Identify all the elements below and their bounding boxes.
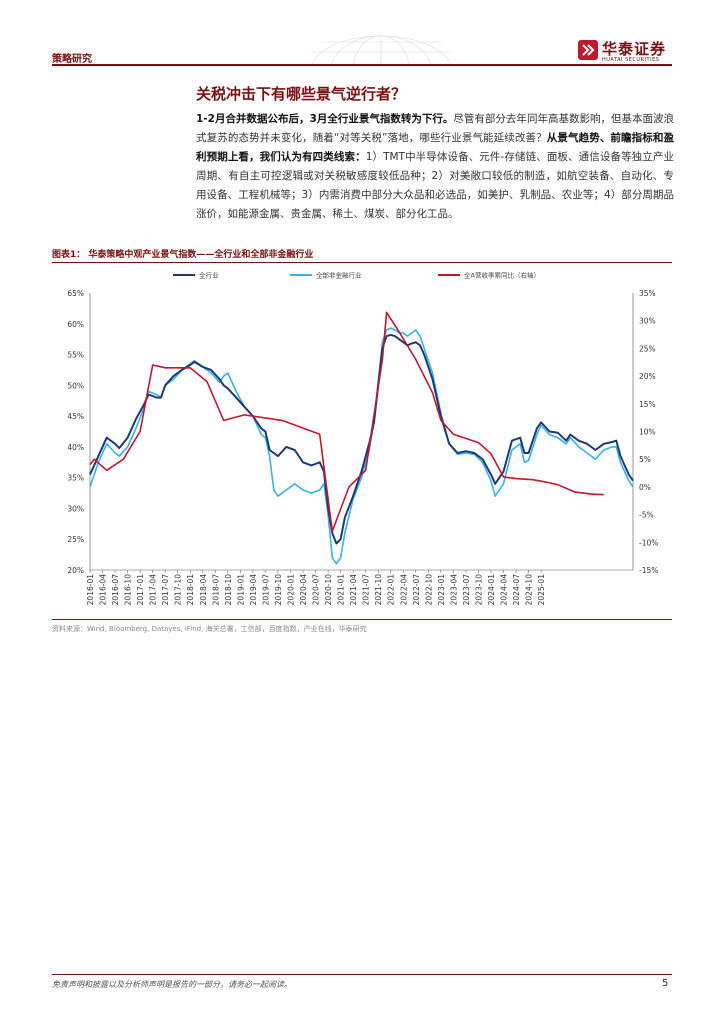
footer-disclaimer: 免责声明和披露以及分析师声明是报告的一部分，请务必一起阅读。 <box>52 980 292 989</box>
x-tick-label: 2022-10 <box>424 574 433 606</box>
x-tick-label: 2024-01 <box>487 574 496 606</box>
brand-logo: 华泰证券 HUATAI SECURITIES <box>578 38 674 64</box>
right-tick-label: 30% <box>639 317 656 326</box>
x-tick-label: 2025-01 <box>537 574 546 606</box>
chart-series <box>89 311 634 565</box>
huatai-logo-icon <box>578 40 598 60</box>
legend-label: 全部非金融行业 <box>316 271 362 280</box>
section-label: 策略研究 <box>52 54 92 65</box>
x-tick-label: 2016-10 <box>124 574 133 606</box>
x-tick-label: 2019-01 <box>236 574 245 606</box>
x-tick-label: 2018-01 <box>186 574 195 606</box>
figure-caption: 图表1： 华泰策略中观产业景气指数——全行业和全部非金融行业 <box>52 250 314 260</box>
x-tick-label: 2019-07 <box>261 574 270 606</box>
x-tick-label: 2020-04 <box>299 574 308 606</box>
left-tick-label: 25% <box>67 535 84 544</box>
left-tick-label: 50% <box>67 381 84 390</box>
x-tick-label: 2020-07 <box>312 574 321 606</box>
x-tick-label: 2022-01 <box>387 574 396 606</box>
series-all-industry-line <box>89 333 634 545</box>
x-tick-label: 2019-10 <box>274 574 283 606</box>
x-tick-label: 2020-01 <box>286 574 295 606</box>
body-text-1: 尽管有部分去年同年高基数影响，但基本面波浪式复苏的态势并未变化，随着“对等关税”… <box>196 113 675 144</box>
right-tick-label: -15% <box>639 566 658 575</box>
x-tick-label: 2017-10 <box>174 574 183 606</box>
right-tick-label: 10% <box>639 428 656 437</box>
series-revenue-growth-line <box>89 311 604 532</box>
x-tick-label: 2022-04 <box>399 574 408 606</box>
chart-legend: 全行业 全部非金融行业 全A营收季累同比（右轴） <box>173 271 540 280</box>
x-tick-label: 2019-04 <box>249 574 258 606</box>
source-rule <box>52 619 672 620</box>
left-tick-label: 30% <box>67 504 84 513</box>
prosperity-index-chart: 全行业 全部非金融行业 全A营收季累同比（右轴） 20% 25% 30% 35% 40% 45… <box>67 271 658 606</box>
x-tick-label: 2017-07 <box>161 574 170 606</box>
x-tick-label: 2021-01 <box>337 574 346 606</box>
body-text-2: 1）TMT中半导体设备、元件-存储链、面板、通信设备等独立产业周期、有自主可控逻… <box>196 151 674 220</box>
header-rule <box>52 64 672 66</box>
left-tick-label: 35% <box>67 474 84 483</box>
x-tick-label: 2021-07 <box>362 574 371 606</box>
x-tick-label: 2018-07 <box>211 574 220 606</box>
left-tick-label: 60% <box>67 320 84 329</box>
right-tick-label: -10% <box>639 538 658 547</box>
x-tick-label: 2018-04 <box>199 574 208 606</box>
footer-rule <box>52 974 672 975</box>
x-tick-label: 2023-04 <box>449 574 458 606</box>
x-tick-label: 2017-01 <box>136 574 145 606</box>
x-tick-label: 2021-04 <box>349 574 358 606</box>
right-tick-label: 25% <box>639 344 656 353</box>
right-tick-label: 0% <box>639 483 651 492</box>
right-tick-label: -5% <box>639 511 654 520</box>
left-tick-label: 45% <box>67 412 84 421</box>
x-tick-label: 2024-07 <box>512 574 521 606</box>
x-tick-label: 2024-04 <box>500 574 509 606</box>
x-tick-label: 2018-10 <box>224 574 233 606</box>
x-tick-label: 2016-01 <box>86 574 95 606</box>
right-tick-label: 35% <box>639 289 656 298</box>
page-number: 5 <box>662 978 669 989</box>
x-tick-label: 2017-04 <box>149 574 158 606</box>
brand-name: 华泰证券 <box>602 40 667 58</box>
legend-label: 全A营收季累同比（右轴） <box>464 271 540 280</box>
brand-name-en: HUATAI SECURITIES <box>602 57 660 63</box>
left-tick-label: 20% <box>67 566 84 575</box>
key-point: 从景气趋势、前瞻指标和盈利预期上看，我们认为有四类线索： <box>196 132 674 163</box>
left-tick-label: 55% <box>67 351 84 360</box>
x-tick-label: 2023-07 <box>462 574 471 606</box>
x-tick-label: 2016-07 <box>111 574 120 606</box>
series-non-financial-line <box>89 327 634 565</box>
chart-axes: 20% 25% 30% 35% 40% 45% 50% 55% 60% 65% -15% -10% -5… <box>67 289 658 605</box>
right-tick-label: 5% <box>639 455 651 464</box>
header-globe-decoration <box>311 34 451 66</box>
legend-label: 全行业 <box>199 271 219 280</box>
article-title: 关税冲击下有哪些景气逆行者？ <box>196 85 407 103</box>
figure-rule <box>52 262 672 263</box>
x-tick-label: 2016-04 <box>99 574 108 606</box>
x-tick-label: 2023-10 <box>474 574 483 606</box>
lead-sentence: 1-2月合并数据公布后，3月全行业景气指数转为下行。 <box>196 113 454 125</box>
x-tick-label: 2023-01 <box>437 574 446 606</box>
right-tick-label: 20% <box>639 372 656 381</box>
figure-source: 资料来源：Wind, Bloomberg, Datayes, iFind, 海关… <box>52 625 367 633</box>
x-tick-label: 2020-10 <box>324 574 333 606</box>
x-tick-label: 2024-10 <box>525 574 534 606</box>
right-tick-label: 15% <box>639 400 656 409</box>
body-paragraph: 1-2月合并数据公布后，3月全行业景气指数转为下行。尽管有部分去年同年高基数影响… <box>196 110 674 224</box>
x-tick-label: 2022-07 <box>412 574 421 606</box>
x-tick-label: 2021-10 <box>374 574 383 606</box>
left-tick-label: 40% <box>67 443 84 452</box>
left-tick-label: 65% <box>67 289 84 298</box>
